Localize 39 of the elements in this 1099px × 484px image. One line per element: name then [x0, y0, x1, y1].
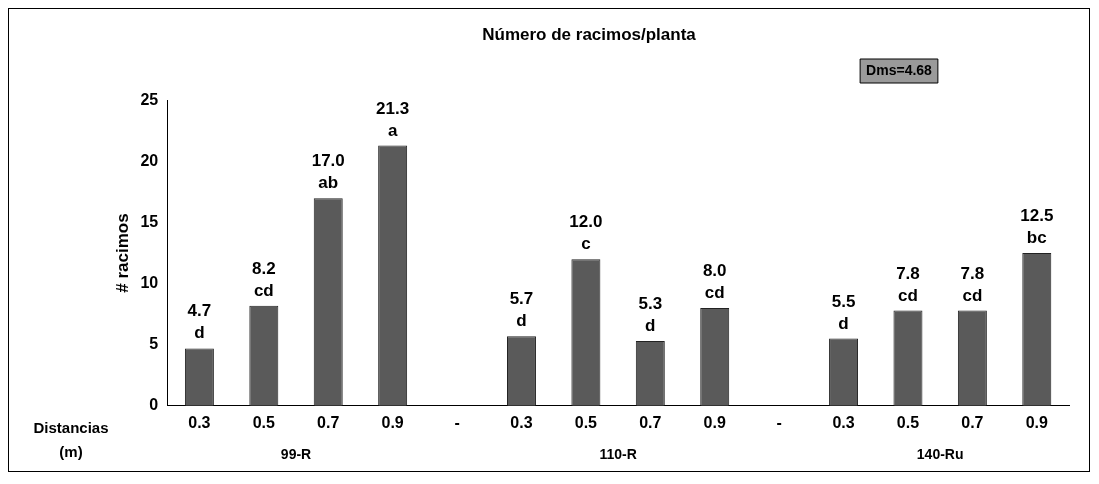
- x-tick-label: 0.7: [961, 413, 984, 431]
- data-label: 4.7 d: [187, 301, 212, 343]
- x-tick-label: 0.3: [832, 413, 855, 431]
- data-label: 12.0 c: [569, 212, 603, 254]
- data-label: 8.0 cd: [702, 261, 727, 303]
- data-label: 5.3 d: [638, 294, 663, 336]
- data-label: 21.3 a: [376, 98, 410, 140]
- y-axis-title: # racimos: [112, 213, 132, 293]
- y-tick-label: 20: [140, 151, 159, 169]
- x-tick-label: 0.5: [252, 413, 276, 431]
- text: 99-R: [280, 446, 312, 462]
- x-tick-label: 0.7: [317, 413, 340, 431]
- text: 140-Ru: [916, 446, 964, 462]
- x-tick-label: 0.5: [896, 413, 920, 431]
- x-tick-label: 0.7: [639, 413, 662, 431]
- data-label: 17.0 ab: [311, 151, 345, 193]
- x-tick-label: 0.9: [703, 413, 726, 431]
- text: Dms=4.68: [866, 61, 933, 78]
- x-tick-label: 0.3: [510, 413, 533, 431]
- y-tick-label: 5: [149, 335, 159, 353]
- chart-title: Número de racimos/planta: [482, 24, 697, 44]
- data-label: 7.8 cd: [896, 263, 920, 305]
- y-tick-label: 15: [140, 212, 159, 230]
- data-label: 5.7 d: [509, 289, 534, 331]
- x-tick-label: 0.9: [1025, 413, 1049, 431]
- x-tick-label: -: [454, 413, 460, 431]
- x-axis-title: Distancias (m): [33, 419, 109, 460]
- x-tick-label: -: [776, 413, 782, 431]
- data-label: 8.2 cd: [252, 258, 276, 300]
- x-tick-label: 0.9: [381, 413, 404, 431]
- data-label: 5.5 d: [831, 291, 856, 333]
- y-tick-label: 10: [140, 274, 159, 292]
- text: 110-R: [599, 446, 637, 462]
- x-tick-label: 0.3: [188, 413, 211, 431]
- data-label: 12.5 bc: [1020, 206, 1054, 248]
- y-tick-label: 25: [140, 90, 159, 108]
- x-tick-label: 0.5: [574, 413, 598, 431]
- data-label: 7.8 cd: [960, 263, 985, 305]
- y-tick-label: 0: [149, 396, 159, 414]
